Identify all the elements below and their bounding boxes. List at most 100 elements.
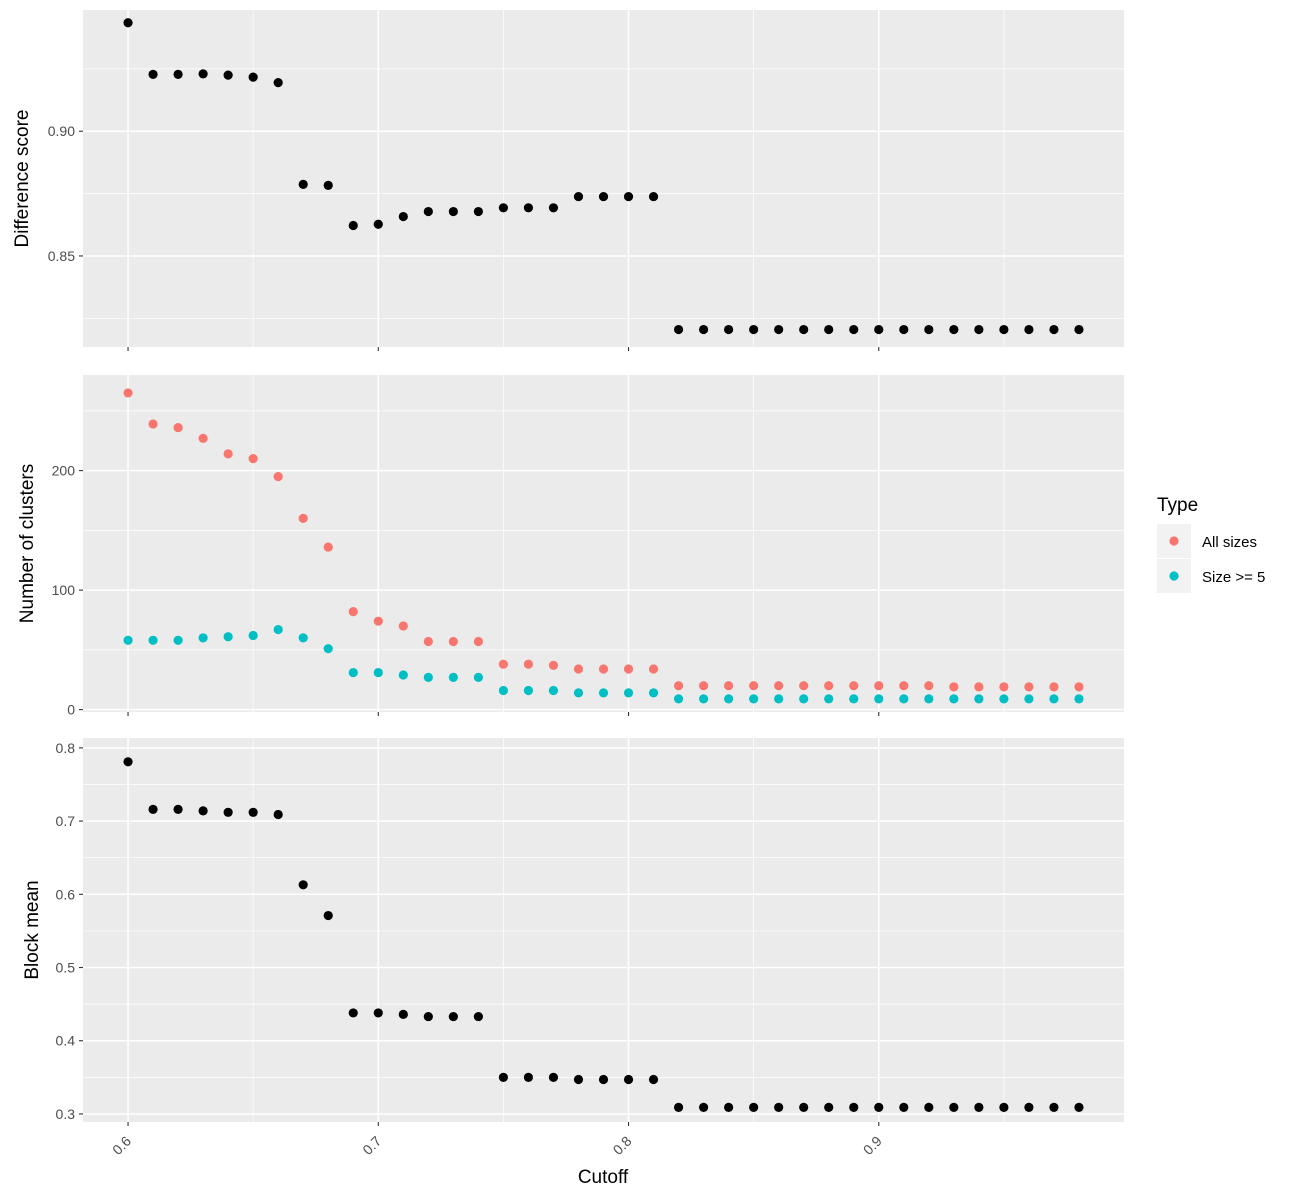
data-point-difference-score [1074,324,1084,335]
data-point-all-sizes [198,433,208,443]
data-point-size-5 [398,670,408,680]
series-all-sizes [123,388,1084,692]
data-point-block-mean [448,1011,458,1022]
data-point-size-5 [974,694,984,704]
data-point-difference-score [623,191,634,202]
data-point-difference-score [423,206,433,217]
data-point-block-mean [824,1102,834,1112]
data-point-block-mean [548,1072,559,1082]
data-point-difference-score [774,324,784,335]
data-point-all-sizes [223,449,233,459]
panel-block-mean: 0.3 0.4 0.5 0.6 0.7 0.8 Block mean [22,738,1124,1126]
data-point-size-5 [849,694,859,704]
y-axis-title-number-of-clusters: Number of clusters [17,464,38,623]
data-point-difference-score [749,324,759,335]
y-tick-label: 0.5 [56,960,76,976]
data-point-size-5 [899,694,909,704]
data-point-block-mean [473,1011,483,1022]
data-point-size-5 [523,685,534,696]
data-point-block-mean [523,1072,534,1082]
y-tick-label: 0.90 [48,123,75,139]
legend: Type All sizes Size >= 5 [1157,495,1265,593]
x-tick-label: 0.8 [610,1133,635,1158]
legend-title: Type [1157,495,1198,516]
data-point-size-5 [248,630,258,641]
data-point-size-5 [924,694,934,704]
data-point-difference-score [1024,324,1034,335]
data-point-block-mean [573,1074,584,1085]
panel-number-of-clusters: 0 100 200 Number of clusters [17,375,1124,718]
x-tick-label: 0.9 [860,1133,885,1158]
data-point-all-sizes [749,681,759,691]
data-point-all-sizes [448,636,458,647]
data-point-difference-score [298,179,308,189]
y-tick-label: 0.7 [56,813,76,829]
data-point-size-5 [473,672,483,682]
data-point-difference-score [598,191,609,202]
data-point-all-sizes [623,664,634,674]
data-point-block-mean [899,1102,909,1112]
data-point-difference-score [724,324,734,335]
data-point-difference-score [673,324,684,335]
data-point-block-mean [123,757,133,767]
data-point-all-sizes [148,419,158,429]
data-point-all-sizes [398,621,408,631]
data-point-size-5 [298,633,308,643]
data-point-size-5 [824,694,834,704]
y-tick-label: 0.8 [56,740,76,756]
data-point-all-sizes [1074,682,1084,692]
data-point-block-mean [298,880,308,890]
data-point-block-mean [323,910,333,921]
data-point-size-5 [448,672,458,682]
data-point-difference-score [273,77,283,88]
data-point-all-sizes [899,681,909,691]
data-point-all-sizes [724,681,734,691]
panel-difference-score: 0.85 0.90 Difference score [12,10,1124,351]
data-point-block-mean [799,1102,809,1112]
data-point-difference-score [799,324,809,335]
data-point-block-mean [398,1009,408,1019]
data-point-block-mean [1024,1102,1034,1112]
data-point-size-5 [874,694,884,704]
data-point-size-5 [749,694,759,704]
data-point-size-5 [573,688,584,698]
data-point-block-mean [348,1008,358,1018]
data-point-size-5 [774,694,784,704]
data-point-difference-score [398,211,408,222]
data-point-difference-score [198,69,208,79]
data-point-difference-score [648,191,659,202]
data-point-block-mean [198,806,208,816]
data-point-all-sizes [1049,682,1059,692]
data-point-block-mean [749,1102,759,1112]
data-point-block-mean [924,1102,934,1112]
data-point-difference-score [824,324,834,335]
data-point-difference-score [899,324,909,335]
data-point-size-5 [623,688,634,698]
data-point-all-sizes [423,636,433,647]
y-tick-label: 0.6 [56,886,76,902]
data-point-size-5 [223,632,233,642]
data-point-size-5 [348,667,358,678]
data-point-all-sizes [348,607,358,617]
data-point-difference-score [498,203,509,213]
data-point-all-sizes [598,664,609,674]
data-point-all-sizes [373,616,383,626]
data-point-size-5 [673,694,684,704]
y-tick-label: 100 [52,582,76,598]
data-point-difference-score [849,324,859,335]
x-tick-label: 0.6 [109,1133,134,1158]
legend-key-size-5 [1169,571,1179,581]
data-point-difference-score [173,69,183,79]
data-point-difference-score [248,72,258,82]
data-point-difference-score [323,180,333,190]
series-difference-score [123,18,1084,335]
data-point-size-5 [598,688,609,698]
data-point-all-sizes [648,664,659,674]
data-point-all-sizes [824,681,834,691]
data-point-all-sizes [673,681,684,691]
y-axis-title-block-mean: Block mean [22,880,43,979]
data-point-block-mean [774,1102,784,1112]
data-point-difference-score [373,219,383,229]
data-point-all-sizes [123,388,133,398]
